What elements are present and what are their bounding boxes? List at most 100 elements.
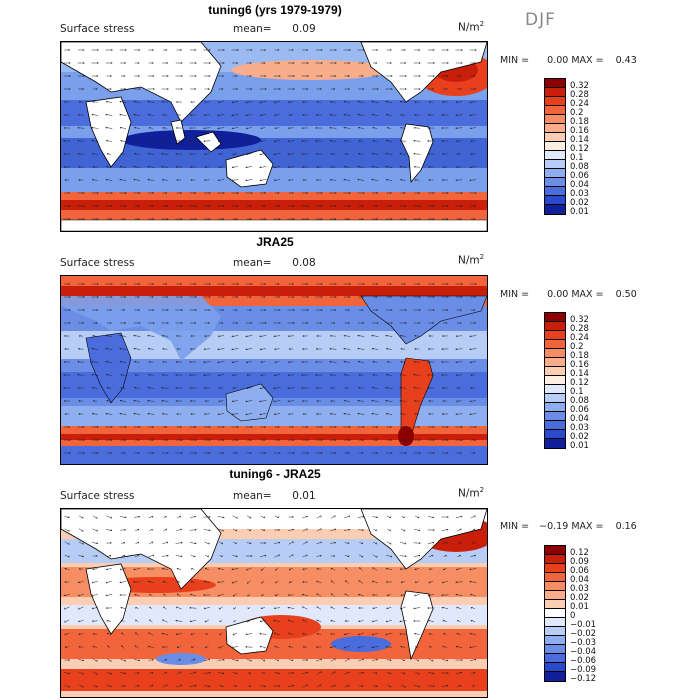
colorbar-tick-label: −0.06 <box>570 656 597 666</box>
colorbar-tick-label: 0.08 <box>570 396 589 406</box>
panel-2-max-value: 0.50 <box>615 289 637 300</box>
panel-1-max-value: 0.43 <box>615 55 637 66</box>
colorbar-swatch <box>545 645 565 654</box>
colorbar-tick-label: 0.18 <box>570 117 589 127</box>
colorbar-swatch <box>545 555 565 564</box>
colorbar-tick-label: −0.02 <box>570 629 597 639</box>
colorbar-swatch <box>545 124 565 133</box>
colorbar-tick-label: 0.16 <box>570 126 589 136</box>
panel-3-min-value: −0.19 <box>539 521 569 532</box>
stress-vectors <box>63 282 477 455</box>
colorbar-swatch <box>545 358 565 367</box>
panel-1-field-label: Surface stress <box>60 23 135 35</box>
colorbar-tick-label: 0.32 <box>570 81 589 91</box>
colorbar-tick-label: 0.02 <box>570 198 589 208</box>
panel-3-max-value: 0.16 <box>615 521 637 532</box>
panel-1-mean-value: 0.09 <box>292 23 316 35</box>
colorbar-swatch <box>545 106 565 115</box>
panel-1-min-value: 0.00 <box>547 55 569 66</box>
panel-2-min-value: 0.00 <box>547 289 569 300</box>
colorbar-swatch <box>545 564 565 573</box>
colorbar-tick-label: 0.03 <box>570 584 589 594</box>
colorbar-tick-label: 0.08 <box>570 162 589 172</box>
stress-vectors <box>63 515 477 688</box>
panel-1-map <box>60 41 488 232</box>
colorbar-swatch <box>545 142 565 151</box>
colorbar-swatch <box>545 403 565 412</box>
panel-2-colorbar-labels: 0.32 0.28 0.24 0.2 0.18 0.16 0.14 0.12 0.1 0.08 0.… <box>570 316 589 451</box>
colorbar-tick-label: 0.04 <box>570 180 589 190</box>
colorbar-tick-label: 0.2 <box>570 108 584 118</box>
colorbar-swatch <box>545 79 565 88</box>
panel-1-mean-label: mean= <box>233 23 272 35</box>
panel-1-colorbar <box>544 78 566 215</box>
colorbar-swatch <box>545 672 565 681</box>
colorbar-swatch <box>545 412 565 421</box>
colorbar-swatch <box>545 349 565 358</box>
colorbar-swatch <box>545 367 565 376</box>
colorbar-swatch <box>545 322 565 331</box>
colorbar-swatch <box>545 133 565 142</box>
colorbar-swatch <box>545 169 565 178</box>
colorbar-tick-label: 0.1 <box>570 153 584 163</box>
panel-3-field-label: Surface stress <box>60 490 135 502</box>
colorbar-tick-label: 0.06 <box>570 171 589 181</box>
colorbar-tick-label: 0.12 <box>570 144 589 154</box>
colorbar-swatch <box>545 591 565 600</box>
colorbar-swatch <box>545 376 565 385</box>
colorbar-swatch <box>545 160 565 169</box>
colorbar-swatch <box>545 573 565 582</box>
stress-vectors <box>63 48 477 221</box>
panel-1-max-label: MAX = <box>571 55 604 66</box>
panel-1-title: tuning6 (yrs 1979-1979) <box>208 3 342 17</box>
colorbar-tick-label: 0.16 <box>570 360 589 370</box>
colorbar-tick-label: 0.02 <box>570 593 589 603</box>
colorbar-tick-label: 0.12 <box>570 378 589 388</box>
season-label: DJF <box>525 10 556 30</box>
panel-3-title: tuning6 - JRA25 <box>229 467 321 481</box>
panel-3-min-label: MIN = <box>500 521 530 532</box>
panel-3-colorbar-labels: 0.12 0.09 0.06 0.04 0.03 0.02 0.01 0 −0.01 −0.02−… <box>570 549 596 684</box>
colorbar-tick-label: 0.03 <box>570 189 589 199</box>
colorbar-tick-label: 0.06 <box>570 566 589 576</box>
colorbar-tick-label: 0.18 <box>570 351 589 361</box>
colorbar-swatch <box>545 196 565 205</box>
colorbar-swatch <box>545 187 565 196</box>
colorbar-tick-label: 0.32 <box>570 315 589 325</box>
colorbar-swatch <box>545 205 565 214</box>
colorbar-tick-label: 0.28 <box>570 324 589 334</box>
colorbar-swatch <box>545 600 565 609</box>
colorbar-swatch <box>545 663 565 672</box>
colorbar-tick-label: 0.14 <box>570 369 589 379</box>
colorbar-swatch <box>545 654 565 663</box>
colorbar-tick-label: 0.06 <box>570 405 589 415</box>
colorbar-swatch <box>545 609 565 618</box>
colorbar-tick-label: 0.2 <box>570 342 584 352</box>
panel-3-mean-label: mean= <box>233 490 272 502</box>
colorbar-swatch <box>545 636 565 645</box>
panel-1-units: N/m2 <box>458 20 485 34</box>
panel-2-title: JRA25 <box>256 235 294 249</box>
panel-1-colorbar-labels: 0.32 0.28 0.24 0.2 0.18 0.16 0.14 0.12 0.1 0.08 0.… <box>570 82 589 217</box>
colorbar-swatch <box>545 546 565 555</box>
colorbar-swatch <box>545 385 565 394</box>
panel-2-colorbar <box>544 312 566 449</box>
colorbar-swatch <box>545 430 565 439</box>
colorbar-swatch <box>545 618 565 627</box>
panel-2-mean-label: mean= <box>233 257 272 269</box>
colorbar-tick-label: 0.14 <box>570 135 589 145</box>
colorbar-tick-label: 0.24 <box>570 333 589 343</box>
panel-2-min-label: MIN = <box>500 289 530 300</box>
colorbar-swatch <box>545 178 565 187</box>
panel-1-min-label: MIN = <box>500 55 530 66</box>
colorbar-swatch <box>545 394 565 403</box>
colorbar-swatch <box>545 331 565 340</box>
colorbar-tick-label: −0.04 <box>570 647 597 657</box>
panel-2-units: N/m2 <box>458 253 485 267</box>
colorbar-tick-label: 0.01 <box>570 207 589 217</box>
colorbar-tick-label: 0.1 <box>570 387 584 397</box>
colorbar-tick-label: 0.24 <box>570 99 589 109</box>
colorbar-swatch <box>545 97 565 106</box>
colorbar-tick-label: 0.04 <box>570 575 589 585</box>
colorbar-tick-label: 0.01 <box>570 441 589 451</box>
